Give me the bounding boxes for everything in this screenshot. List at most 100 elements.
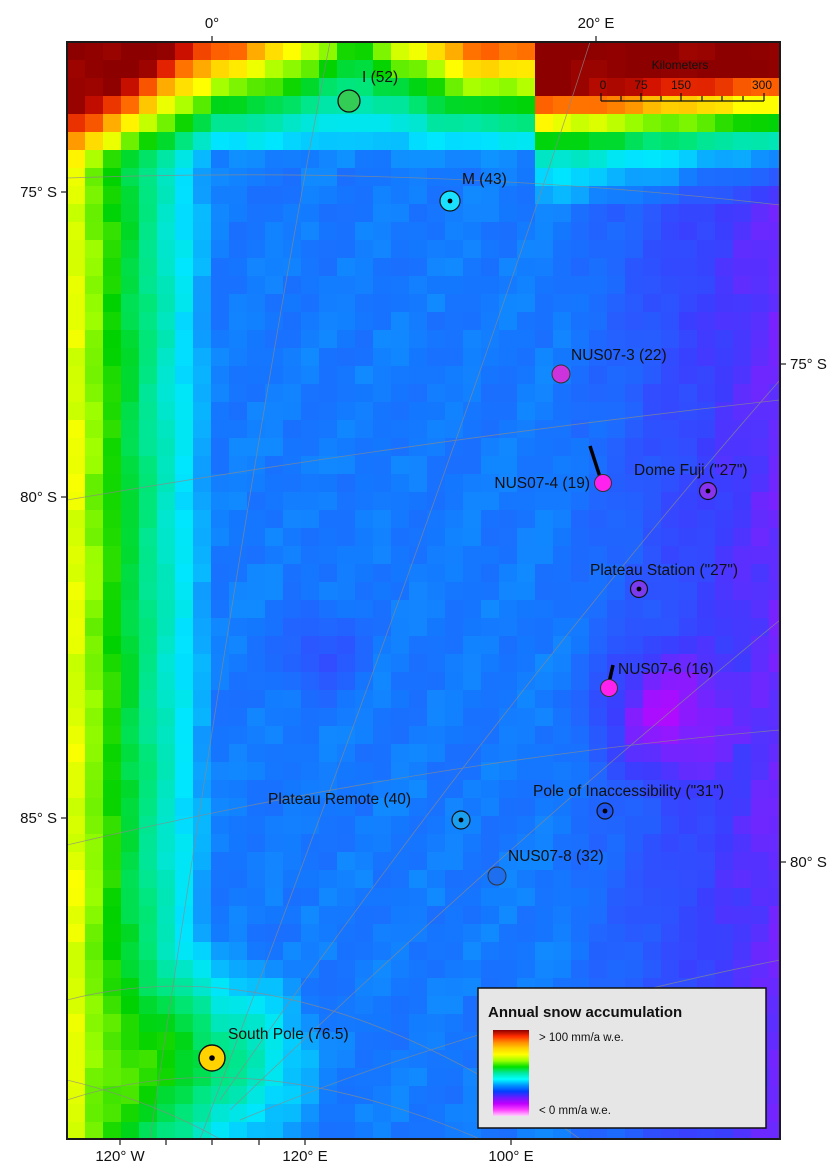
- raster-cell: [661, 690, 680, 709]
- raster-cell: [139, 420, 158, 439]
- raster-cell: [535, 132, 554, 151]
- raster-cell: [499, 654, 518, 673]
- left-axis: [61, 191, 67, 819]
- raster-cell: [139, 834, 158, 853]
- raster-cell: [409, 726, 428, 745]
- raster-cell: [535, 186, 554, 205]
- raster-cell: [175, 366, 194, 385]
- raster-cell: [391, 222, 410, 241]
- raster-cell: [409, 1086, 428, 1105]
- raster-cell: [85, 1014, 104, 1033]
- raster-cell: [769, 294, 780, 313]
- raster-cell: [427, 600, 446, 619]
- raster-cell: [67, 780, 86, 799]
- station-dome-fuji[interactable]: Dome Fuji ("27"): [634, 462, 748, 501]
- raster-cell: [607, 402, 626, 421]
- raster-cell: [265, 312, 284, 331]
- raster-cell: [445, 672, 464, 691]
- raster-cell: [121, 1032, 140, 1051]
- raster-cell: [139, 798, 158, 817]
- raster-cell: [103, 330, 122, 349]
- raster-cell: [751, 240, 770, 259]
- raster-cell: [337, 528, 356, 547]
- raster-cell: [103, 96, 122, 115]
- raster-cell: [319, 762, 338, 781]
- raster-cell: [445, 1050, 464, 1069]
- raster-cell: [499, 690, 518, 709]
- raster-cell: [481, 888, 500, 907]
- raster-cell: [103, 1122, 122, 1139]
- station-marker[interactable]: [600, 679, 618, 697]
- raster-cell: [175, 960, 194, 979]
- raster-cell: [391, 528, 410, 547]
- raster-cell: [319, 132, 338, 151]
- raster-cell: [319, 222, 338, 241]
- raster-cell: [301, 780, 320, 799]
- raster-cell: [499, 546, 518, 565]
- raster-cell: [769, 96, 780, 115]
- station-nus07-8[interactable]: NUS07-8 (32): [487, 848, 604, 886]
- raster-cell: [535, 546, 554, 565]
- raster-cell: [589, 312, 608, 331]
- raster-cell: [481, 780, 500, 799]
- station-south-pole[interactable]: South Pole (76.5): [198, 1026, 349, 1072]
- raster-cell: [103, 186, 122, 205]
- raster-cell: [337, 438, 356, 457]
- raster-cell: [193, 762, 212, 781]
- raster-cell: [319, 96, 338, 115]
- raster-cell: [589, 132, 608, 151]
- station-m[interactable]: M (43): [439, 171, 507, 212]
- raster-cell: [715, 348, 734, 367]
- raster-cell: [67, 438, 86, 457]
- raster-cell: [643, 618, 662, 637]
- raster-cell: [229, 888, 248, 907]
- station-nus07-4[interactable]: NUS07-4 (19): [494, 474, 612, 493]
- station-plateau-remote[interactable]: Plateau Remote (40): [268, 791, 471, 830]
- raster-cell: [157, 834, 176, 853]
- station-label: Plateau Remote (40): [268, 791, 411, 808]
- station-marker[interactable]: [487, 866, 507, 886]
- raster-cell: [67, 384, 86, 403]
- raster-cell: [301, 348, 320, 367]
- raster-cell: [427, 438, 446, 457]
- raster-cell: [283, 474, 302, 493]
- raster-cell: [319, 60, 338, 79]
- station-nus07-3[interactable]: NUS07-3 (22): [551, 347, 667, 384]
- station-nus07-6[interactable]: NUS07-6 (16): [600, 661, 714, 697]
- raster-cell: [373, 186, 392, 205]
- raster-cell: [769, 672, 780, 691]
- raster-cell: [85, 1122, 104, 1139]
- raster-cell: [373, 798, 392, 817]
- raster-cell: [301, 510, 320, 529]
- raster-cell: [355, 510, 374, 529]
- station-i[interactable]: I (52): [337, 69, 398, 113]
- station-marker[interactable]: [337, 89, 361, 113]
- raster-cell: [769, 960, 780, 979]
- raster-cell: [283, 420, 302, 439]
- raster-cell: [355, 402, 374, 421]
- raster-cell: [697, 960, 716, 979]
- raster-cell: [769, 1122, 780, 1139]
- station-plateau-station[interactable]: Plateau Station ("27"): [590, 562, 738, 599]
- raster-cell: [103, 942, 122, 961]
- raster-cell: [643, 114, 662, 133]
- station-marker[interactable]: [594, 474, 612, 492]
- raster-cell: [409, 78, 428, 97]
- raster-cell: [769, 456, 780, 475]
- raster-cell: [481, 420, 500, 439]
- raster-cell: [679, 636, 698, 655]
- raster-cell: [499, 474, 518, 493]
- raster-cell: [67, 186, 86, 205]
- station-marker[interactable]: [551, 364, 571, 384]
- raster-cell: [373, 204, 392, 223]
- raster-cell: [175, 78, 194, 97]
- left-axis-label: 75° S: [20, 184, 57, 201]
- raster-cell: [67, 78, 86, 97]
- raster-cell: [751, 726, 770, 745]
- station-pole-of-inaccessibility[interactable]: Pole of Inaccessibility ("31"): [533, 783, 724, 820]
- raster-cell: [301, 366, 320, 385]
- raster-cell: [355, 1068, 374, 1087]
- raster-cell: [283, 168, 302, 187]
- raster-cell: [769, 240, 780, 259]
- raster-cell: [751, 618, 770, 637]
